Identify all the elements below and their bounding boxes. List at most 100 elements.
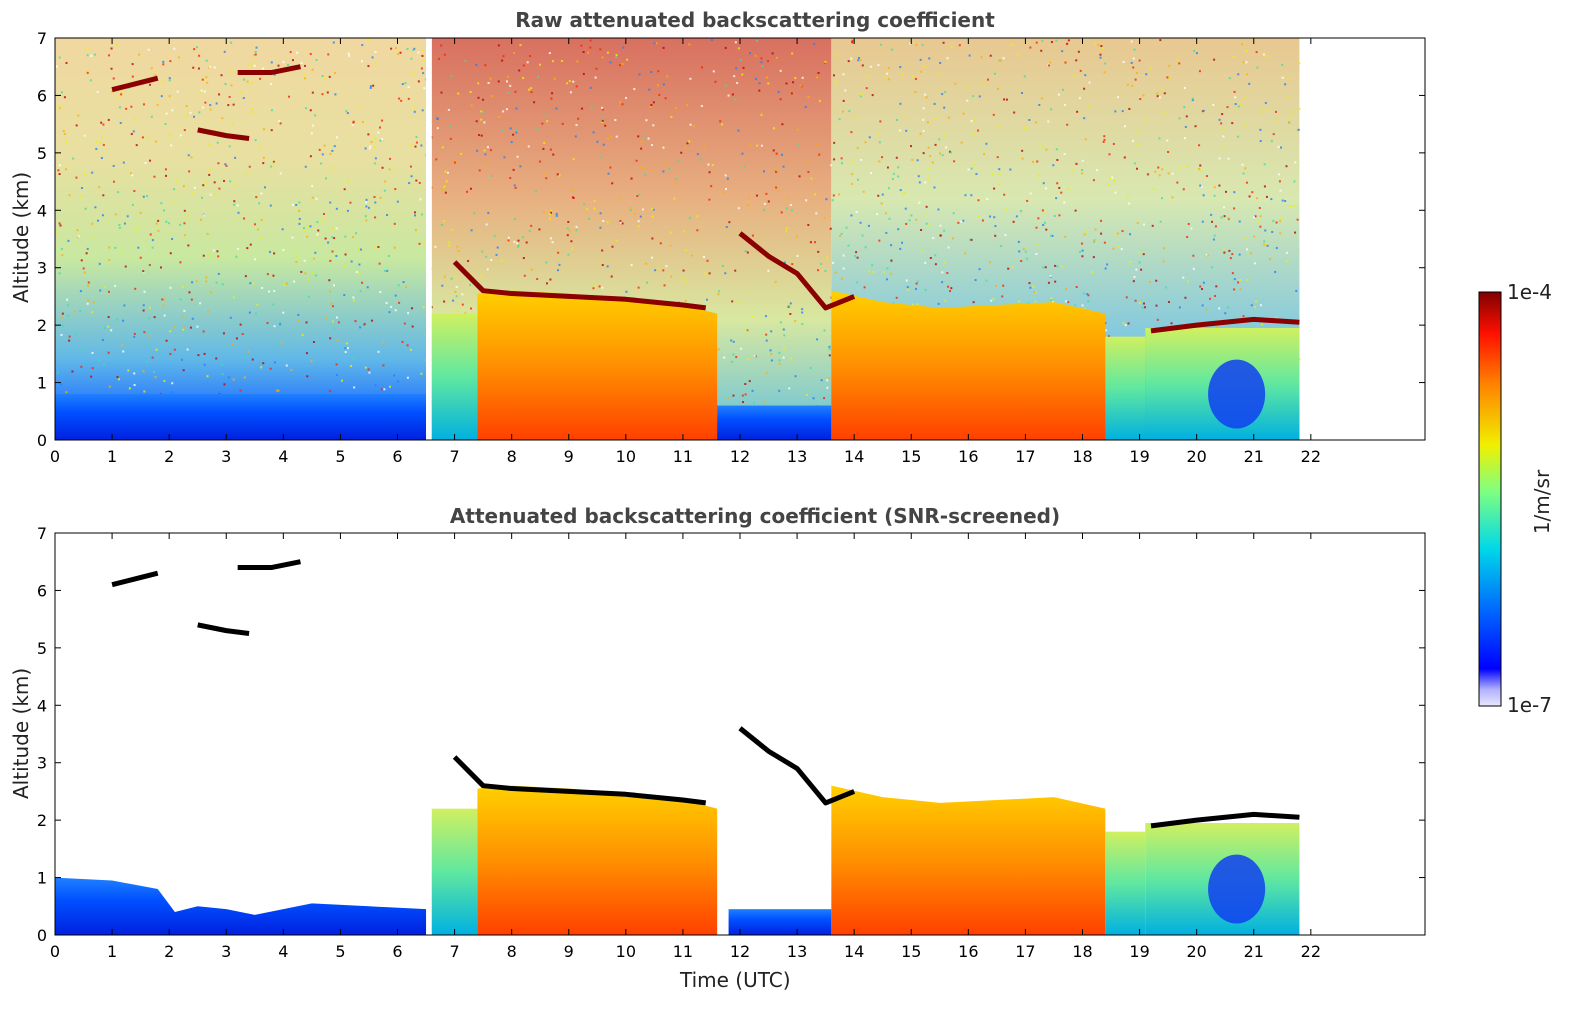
midday-low-layer bbox=[717, 405, 832, 440]
x-tick-label: 21 bbox=[1244, 942, 1264, 961]
y-tick-label: 5 bbox=[37, 639, 47, 658]
bottom-xlabel: Time (UTC) bbox=[680, 968, 791, 992]
x-tick-label: 12 bbox=[730, 942, 750, 961]
x-tick-label: 13 bbox=[787, 447, 807, 466]
evening-clear-pocket bbox=[1208, 359, 1266, 429]
x-tick-label: 15 bbox=[901, 942, 921, 961]
x-tick-label: 6 bbox=[392, 942, 402, 961]
cirrus-5km bbox=[197, 127, 250, 141]
x-tick-label: 21 bbox=[1244, 447, 1264, 466]
x-tick-label: 8 bbox=[507, 942, 517, 961]
cirrus-6km-b bbox=[237, 64, 301, 75]
x-tick-label: 7 bbox=[449, 447, 459, 466]
y-tick-label: 0 bbox=[37, 926, 47, 945]
colorbar bbox=[1478, 291, 1502, 707]
pbl-morning-transition bbox=[431, 808, 478, 935]
x-tick-label: 9 bbox=[564, 942, 574, 961]
x-tick-label: 16 bbox=[958, 447, 978, 466]
cloud-top-midday bbox=[738, 726, 856, 806]
x-tick-label: 16 bbox=[958, 942, 978, 961]
y-tick-label: 7 bbox=[37, 524, 47, 543]
y-tick-label: 4 bbox=[37, 696, 47, 715]
x-tick-label: 22 bbox=[1301, 447, 1321, 466]
x-tick-label: 0 bbox=[50, 447, 60, 466]
evening-transition bbox=[1105, 336, 1146, 440]
x-tick-label: 19 bbox=[1129, 942, 1149, 961]
x-tick-label: 19 bbox=[1129, 447, 1149, 466]
x-tick-label: 9 bbox=[564, 447, 574, 466]
raw-panel: 0 1 2 3 4 5 6 7 8 9 10 11 12 13 14 15 16 17 18 19 20 21 220123… bbox=[37, 29, 1426, 466]
low-level-layer bbox=[55, 877, 427, 935]
x-tick-label: 13 bbox=[787, 942, 807, 961]
cloud-base-evening bbox=[1150, 316, 1300, 334]
low-level-layer bbox=[55, 394, 427, 440]
boundary-layer-top bbox=[452, 260, 707, 311]
x-tick-label: 20 bbox=[1186, 447, 1206, 466]
colorbar-gradient bbox=[1478, 291, 1502, 707]
screened-panel: 0 1 2 3 4 5 6 7 8 9 10 11 12 13 14 15 16 17 18 19 20 21 220123… bbox=[37, 524, 1426, 961]
pbl-afternoon-layer bbox=[831, 785, 1106, 935]
evening-transition bbox=[1105, 831, 1146, 935]
x-tick-label: 2 bbox=[164, 447, 174, 466]
x-tick-label: 1 bbox=[107, 942, 117, 961]
colorbar-unit-label: 1/m/sr bbox=[1530, 469, 1555, 535]
x-tick-label: 10 bbox=[616, 447, 636, 466]
colorbar-min-label: 1e-7 bbox=[1507, 693, 1552, 717]
y-tick-label: 3 bbox=[37, 754, 47, 773]
cloud-top-midday bbox=[738, 231, 856, 311]
raw-background-night bbox=[55, 38, 427, 440]
cirrus-6km-b bbox=[237, 559, 301, 570]
x-tick-label: 14 bbox=[844, 447, 864, 466]
y-tick-label: 6 bbox=[37, 86, 47, 105]
x-tick-label: 4 bbox=[278, 942, 288, 961]
low-level-layer-midday bbox=[728, 909, 832, 935]
x-tick-label: 15 bbox=[901, 447, 921, 466]
data-gap bbox=[426, 38, 432, 440]
y-tick-label: 2 bbox=[37, 316, 47, 335]
x-tick-label: 1 bbox=[107, 447, 117, 466]
x-tick-label: 2 bbox=[164, 942, 174, 961]
x-tick-label: 5 bbox=[335, 447, 345, 466]
x-tick-label: 3 bbox=[221, 942, 231, 961]
y-tick-label: 6 bbox=[37, 581, 47, 600]
cirrus-6km-a bbox=[111, 75, 159, 93]
pbl-aerosol-layer bbox=[477, 290, 718, 440]
boundary-layer-top bbox=[452, 755, 707, 806]
bottom-panel-title: Attenuated backscattering coefficient (S… bbox=[449, 504, 1061, 528]
x-tick-label: 6 bbox=[392, 447, 402, 466]
y-tick-label: 4 bbox=[37, 201, 47, 220]
x-tick-label: 11 bbox=[673, 447, 693, 466]
pbl-afternoon-layer bbox=[831, 290, 1106, 440]
pbl-aerosol-layer bbox=[477, 785, 718, 935]
x-tick-label: 4 bbox=[278, 447, 288, 466]
x-tick-label: 5 bbox=[335, 942, 345, 961]
x-tick-label: 17 bbox=[1015, 447, 1035, 466]
pbl-morning-transition bbox=[431, 313, 478, 440]
cloud-base-evening bbox=[1150, 811, 1300, 829]
x-tick-label: 20 bbox=[1186, 942, 1206, 961]
cirrus-6km-a bbox=[111, 570, 159, 588]
colorbar-max-label: 1e-4 bbox=[1507, 280, 1552, 304]
x-tick-label: 10 bbox=[616, 942, 636, 961]
x-tick-label: 3 bbox=[221, 447, 231, 466]
x-tick-label: 18 bbox=[1072, 447, 1092, 466]
y-tick-label: 0 bbox=[37, 431, 47, 450]
y-tick-label: 2 bbox=[37, 811, 47, 830]
x-tick-label: 11 bbox=[673, 942, 693, 961]
x-tick-label: 17 bbox=[1015, 942, 1035, 961]
x-tick-label: 0 bbox=[50, 942, 60, 961]
y-tick-label: 1 bbox=[37, 869, 47, 888]
y-tick-label: 7 bbox=[37, 29, 47, 48]
x-tick-label: 8 bbox=[507, 447, 517, 466]
y-tick-label: 5 bbox=[37, 144, 47, 163]
x-tick-label: 22 bbox=[1301, 942, 1321, 961]
y-tick-label: 3 bbox=[37, 259, 47, 278]
y-tick-label: 1 bbox=[37, 374, 47, 393]
top-panel-title: Raw attenuated backscattering coefficien… bbox=[515, 8, 995, 32]
cirrus-5km bbox=[197, 622, 250, 636]
x-tick-label: 12 bbox=[730, 447, 750, 466]
x-tick-label: 18 bbox=[1072, 942, 1092, 961]
x-tick-label: 7 bbox=[449, 942, 459, 961]
evening-clear-pocket bbox=[1208, 854, 1266, 924]
